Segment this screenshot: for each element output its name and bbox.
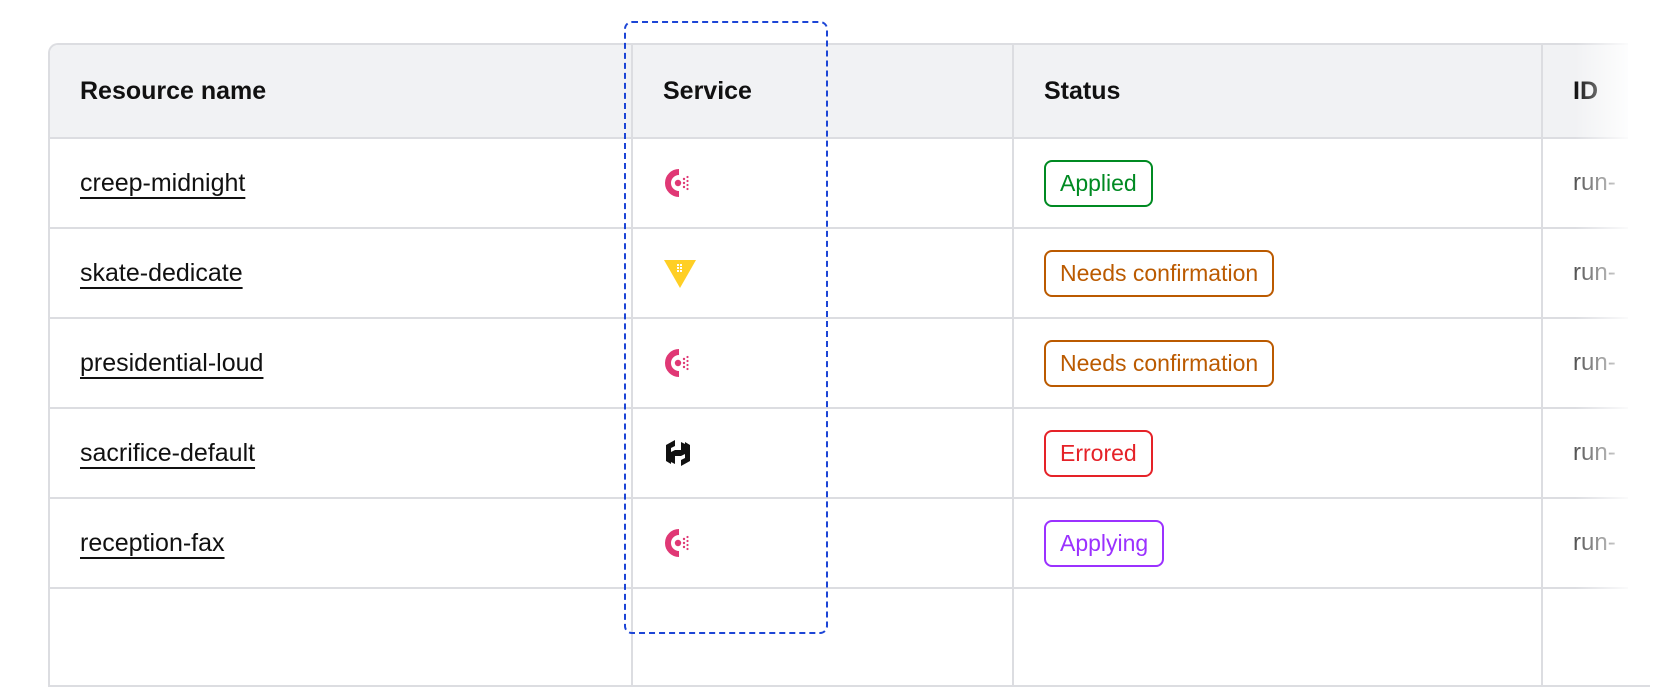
service-cell	[631, 499, 1012, 587]
status-badge: Applying	[1044, 519, 1165, 567]
table-row	[50, 589, 1650, 685]
name-cell: skate-dedicate	[50, 229, 631, 317]
service-cell	[631, 319, 1012, 407]
name-cell: sacrifice-default	[50, 409, 631, 497]
status-badge: Errored	[1044, 429, 1153, 477]
resource-link[interactable]: creep-midnight	[80, 168, 246, 197]
resource-link[interactable]: sacrifice-default	[80, 438, 256, 467]
table-row: creep-midnight Applied run-	[50, 139, 1650, 229]
status-cell: Needs confirmation	[1012, 319, 1541, 407]
status-badge: Needs confirmation	[1044, 339, 1275, 387]
name-cell: creep-midnight	[50, 139, 631, 227]
status-badge: Applied	[1044, 159, 1153, 207]
consul-icon	[663, 528, 693, 558]
status-cell: Errored	[1012, 409, 1541, 497]
name-cell: presidential-loud	[50, 319, 631, 407]
table-clip	[1628, 0, 1672, 652]
hashicorp-icon	[663, 438, 693, 468]
header-service[interactable]: Service	[631, 45, 1012, 137]
header-resource-name[interactable]: Resource name	[80, 76, 267, 105]
resource-link[interactable]: reception-fax	[80, 528, 225, 557]
service-cell	[631, 229, 1012, 317]
status-cell: Needs confirmation	[1012, 229, 1541, 317]
status-badge: Needs confirmation	[1044, 249, 1275, 297]
service-cell	[631, 409, 1012, 497]
resource-link[interactable]: skate-dedicate	[80, 258, 243, 287]
resources-table: Resource name Service Status ID creep-mi…	[48, 43, 1650, 687]
table-row: sacrifice-default Errored run-	[50, 409, 1650, 499]
vault-icon	[663, 258, 697, 288]
service-cell	[631, 139, 1012, 227]
table-row: skate-dedicate Needs confirmation run-	[50, 229, 1650, 319]
scroll-fade	[1575, 43, 1635, 663]
consul-icon	[663, 168, 693, 198]
consul-icon	[663, 348, 693, 378]
header-status[interactable]: Status	[1012, 45, 1541, 137]
name-cell: reception-fax	[50, 499, 631, 587]
service-column-focus-outline	[624, 21, 828, 634]
resource-link[interactable]: presidential-loud	[80, 348, 264, 377]
table-row: reception-fax Applying run-	[50, 499, 1650, 589]
table-header: Resource name Service Status ID	[50, 45, 1650, 139]
table-row: presidential-loud Needs confirmation run…	[50, 319, 1650, 409]
status-cell: Applied	[1012, 139, 1541, 227]
status-cell: Applying	[1012, 499, 1541, 587]
